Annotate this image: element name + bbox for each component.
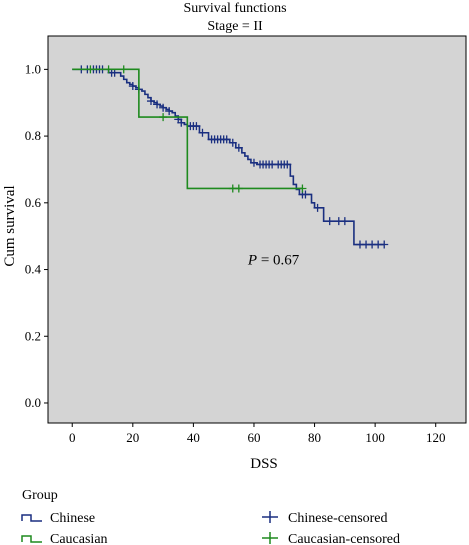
legend-item-caucasian: Caucasian	[21, 532, 108, 545]
p-symbol: P	[247, 253, 257, 269]
chart-title: Survival functions	[183, 1, 286, 16]
chinese-censored-mark	[198, 128, 207, 137]
y-axis: 0.0 0.2 0.4 0.6 0.8 1.0	[25, 61, 48, 410]
legend-item-chinese: Chinese	[21, 511, 95, 526]
y-axis-label: Cum survival	[2, 185, 18, 266]
chinese-censored-mark	[192, 122, 201, 131]
chinese-censored-mark	[234, 143, 243, 152]
x-tick-label: 100	[365, 430, 385, 445]
chinese-censored-mark	[249, 158, 258, 167]
p-value-annotation: P = 0.67	[247, 253, 300, 269]
legend-line-swatch	[21, 535, 42, 543]
plot-area	[47, 35, 467, 424]
chart-subtitle: Stage = II	[207, 19, 263, 34]
chinese-censored-mark	[153, 100, 162, 109]
chinese-censored-mark	[146, 97, 155, 106]
y-tick-label: 0.8	[25, 128, 41, 143]
series-layer	[72, 65, 389, 249]
caucasian-censored-mark	[119, 65, 128, 74]
legend-line-swatch	[21, 514, 42, 522]
y-tick-label: 0.2	[25, 328, 41, 343]
chinese-censored-mark	[165, 107, 174, 116]
x-tick-label: 80	[308, 430, 321, 445]
chinese-censored-mark	[128, 82, 137, 91]
p-value-text: = 0.67	[257, 253, 300, 269]
legend: Chinese Chinese-censored Caucasian Caucasia…	[21, 511, 400, 545]
chinese-censored-mark	[340, 217, 349, 226]
x-tick-label: 120	[426, 430, 446, 445]
legend-item-caucasian-censored: Caucasian-censored	[262, 532, 400, 545]
legend-cross-swatch	[262, 511, 278, 523]
legend-label: Chinese	[50, 511, 95, 526]
x-tick-label: 0	[69, 430, 76, 445]
y-tick-label: 1.0	[25, 61, 41, 76]
x-axis: 0 20 40 60 80 100 120	[69, 423, 445, 445]
chinese-censored-mark	[380, 240, 389, 249]
caucasian-censored-mark	[86, 65, 95, 74]
chinese-censored-mark	[325, 217, 334, 226]
caucasian-censored-mark	[159, 113, 168, 122]
x-tick-label: 20	[126, 430, 139, 445]
x-tick-label: 40	[187, 430, 200, 445]
legend-title: Group	[22, 488, 58, 503]
x-tick-label: 60	[247, 430, 260, 445]
chinese-censored-mark	[283, 160, 292, 169]
chinese-censored-mark	[301, 190, 310, 199]
chinese-censored-mark	[222, 135, 231, 144]
y-tick-label: 0.6	[25, 195, 42, 210]
chinese-censored-mark	[313, 203, 322, 212]
x-axis-label: DSS	[250, 456, 278, 472]
chinese-censored-mark	[228, 138, 237, 147]
legend-label: Chinese-censored	[288, 511, 388, 526]
caucasian-censored-mark	[298, 184, 307, 193]
chinese-censored-mark	[177, 118, 186, 127]
legend-label: Caucasian	[50, 532, 108, 545]
chinese-censored-mark	[159, 103, 168, 112]
legend-cross-swatch	[262, 532, 278, 544]
legend-label: Caucasian-censored	[288, 532, 400, 545]
y-tick-label: 0.0	[25, 395, 41, 410]
y-tick-label: 0.4	[25, 262, 42, 277]
caucasian-censored-mark	[104, 65, 113, 74]
legend-item-chinese-censored: Chinese-censored	[262, 511, 388, 526]
caucasian-censored-mark	[234, 184, 243, 193]
